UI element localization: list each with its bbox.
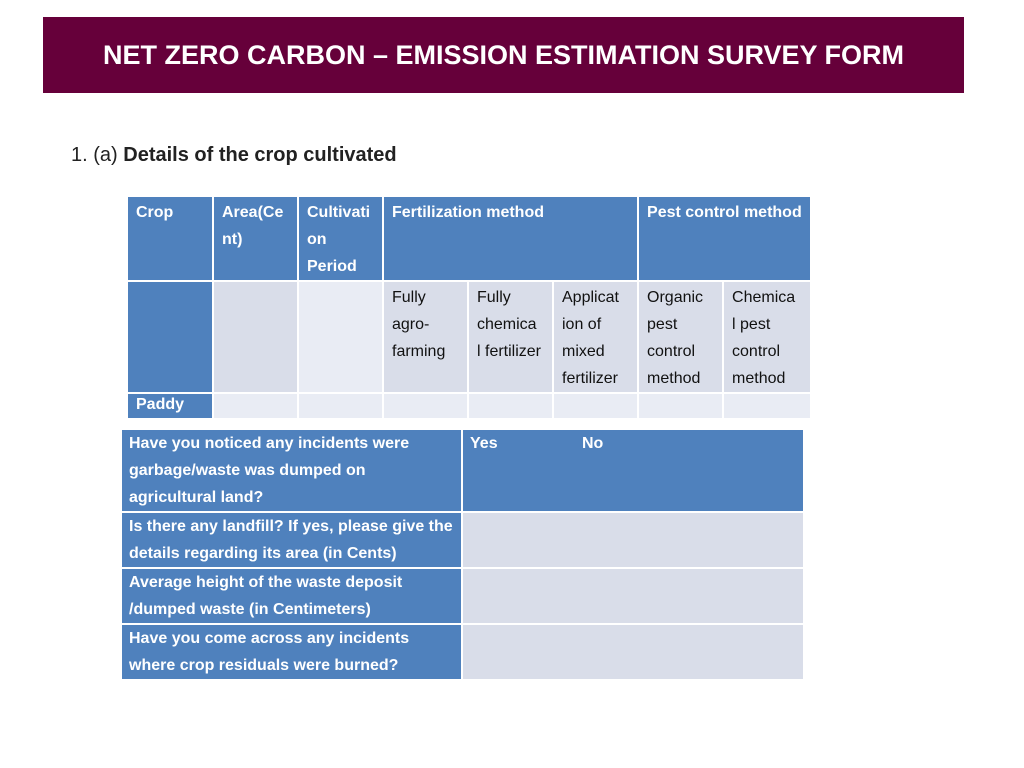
section-heading: 1. (a) Details of the crop cultivated: [71, 144, 397, 167]
area-input-cell[interactable]: [212, 392, 299, 420]
chemical-fertilizer-input-cell[interactable]: [467, 392, 554, 420]
subheader-mixed-fertilizer: Applicat ion of mixed fertilizer: [551, 280, 640, 394]
section-number: 1. (a): [71, 144, 124, 166]
subheader-chemical-pest-control: Chemica l pest control method: [722, 280, 813, 394]
crop-name-cell: Paddy: [126, 392, 214, 420]
no-option[interactable]: No: [582, 435, 604, 452]
area-spacer-cell: [212, 280, 299, 394]
header-crop: Crop: [126, 195, 214, 282]
header-fertilization-method: Fertilization method: [381, 195, 640, 282]
question-crop-residue-burned: Have you come across any incidents where…: [120, 623, 463, 681]
question-landfill: Is there any landfill? If yes, please gi…: [120, 511, 463, 569]
cultivation-spacer-cell: [297, 280, 384, 394]
crop-details-table: Crop Area(Ce nt) Cultivati on Period Fer…: [126, 195, 813, 420]
header-area: Area(Ce nt): [212, 195, 299, 282]
section-label: Details of the crop cultivated: [123, 144, 397, 166]
yes-option[interactable]: Yes: [470, 435, 498, 452]
answer-waste-height-cell[interactable]: [461, 567, 805, 625]
organic-pest-input-cell[interactable]: [637, 392, 725, 420]
chemical-pest-input-cell[interactable]: [722, 392, 813, 420]
header-pest-control-method: Pest control method: [637, 195, 813, 282]
answer-crop-residue-cell[interactable]: [461, 623, 805, 681]
mixed-fertilizer-input-cell[interactable]: [551, 392, 640, 420]
question-waste-height: Average height of the waste deposit /dum…: [120, 567, 463, 625]
yes-no-header: Yes No: [461, 428, 805, 513]
question-garbage-dumped: Have you noticed any incidents were garb…: [120, 428, 463, 513]
table-row: Paddy: [126, 392, 813, 420]
subheader-fully-agro-farming: Fully agro-farming: [382, 280, 469, 394]
subheader-organic-pest-control: Organic pest control method: [637, 280, 725, 394]
subheader-fully-chemical-fertilizer: Fully chemica l fertilizer: [467, 280, 554, 394]
agro-farming-input-cell[interactable]: [382, 392, 469, 420]
page-title: NET ZERO CARBON – EMISSION ESTIMATION SU…: [102, 39, 905, 70]
crop-spacer-cell: [126, 280, 214, 394]
header-cultivation-period: Cultivati on Period: [297, 195, 384, 282]
incidents-table: Have you noticed any incidents were garb…: [120, 428, 805, 681]
title-banner: NET ZERO CARBON – EMISSION ESTIMATION SU…: [43, 17, 964, 93]
answer-landfill-cell[interactable]: [461, 511, 805, 569]
cultivation-input-cell[interactable]: [297, 392, 384, 420]
